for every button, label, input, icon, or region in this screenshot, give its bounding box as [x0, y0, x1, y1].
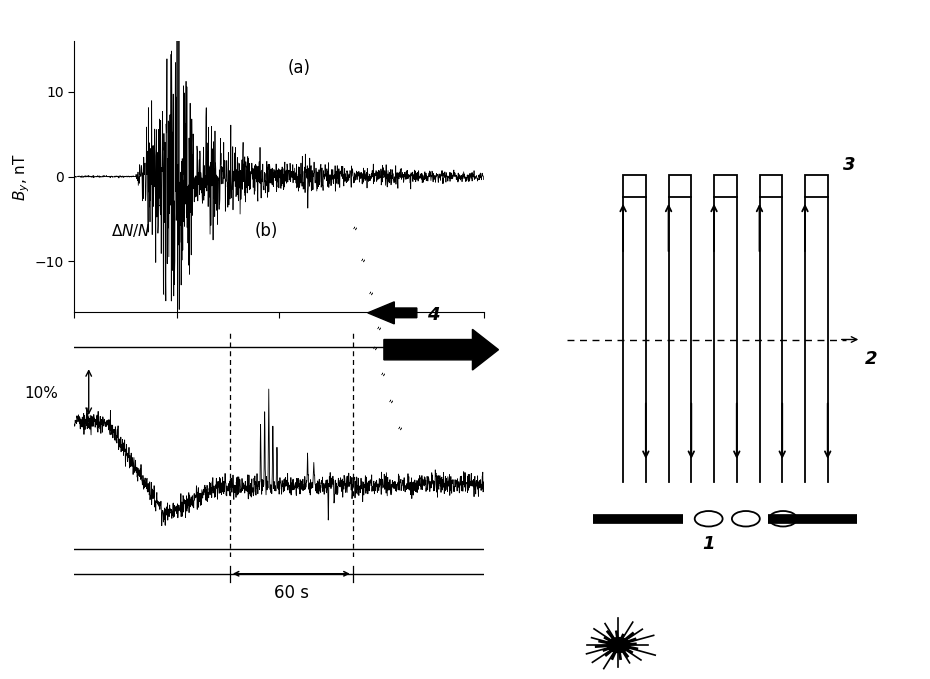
Text: ": " [377, 372, 386, 383]
Circle shape [607, 638, 630, 653]
Ellipse shape [695, 511, 723, 526]
FancyArrow shape [384, 329, 498, 370]
Text: (b): (b) [255, 222, 278, 240]
Text: ": " [356, 258, 365, 269]
Bar [623, 175, 645, 197]
Bar [760, 175, 782, 197]
Text: ": " [348, 225, 357, 236]
Y-axis label: $B_y$, nT: $B_y$, nT [11, 153, 32, 200]
Bar [714, 175, 737, 197]
Ellipse shape [769, 511, 797, 526]
Text: 10%: 10% [24, 386, 58, 401]
Text: 4: 4 [427, 306, 440, 324]
Text: $\Delta N/N$: $\Delta N/N$ [112, 222, 152, 240]
Text: 2: 2 [865, 350, 877, 368]
Text: ": " [385, 399, 394, 410]
Text: 60 s: 60 s [273, 584, 309, 602]
Text: (a): (a) [287, 59, 311, 77]
Text: 1: 1 [702, 535, 715, 553]
Bar [805, 175, 828, 197]
Text: ": " [365, 291, 374, 301]
FancyArrow shape [367, 302, 417, 324]
Text: ": " [393, 426, 403, 437]
Text: 3: 3 [843, 156, 855, 175]
Bar [669, 175, 691, 197]
Text: ": " [373, 326, 382, 337]
Ellipse shape [732, 511, 760, 526]
Text: ": " [380, 361, 390, 372]
Text: ": " [368, 345, 378, 356]
